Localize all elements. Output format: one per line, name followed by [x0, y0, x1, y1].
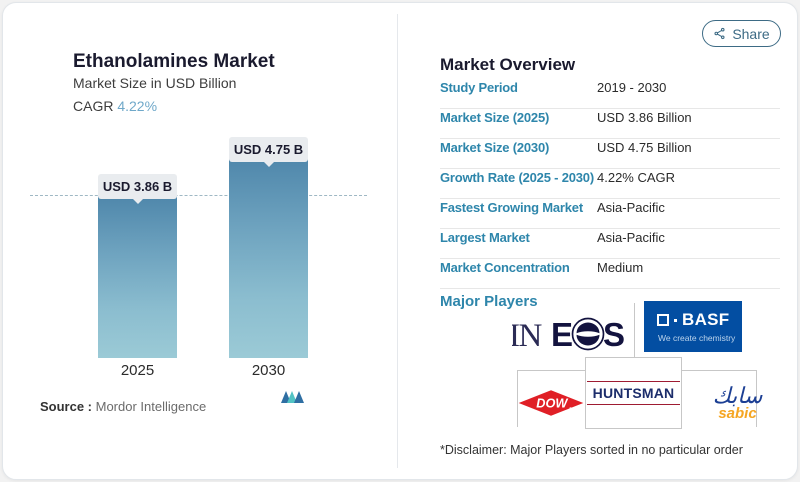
svg-text:®: ® — [569, 407, 573, 412]
svg-text:DOW: DOW — [536, 396, 568, 411]
svg-text:S: S — [603, 316, 625, 353]
svg-text:IN: IN — [512, 318, 542, 354]
svg-text:E: E — [551, 316, 573, 353]
